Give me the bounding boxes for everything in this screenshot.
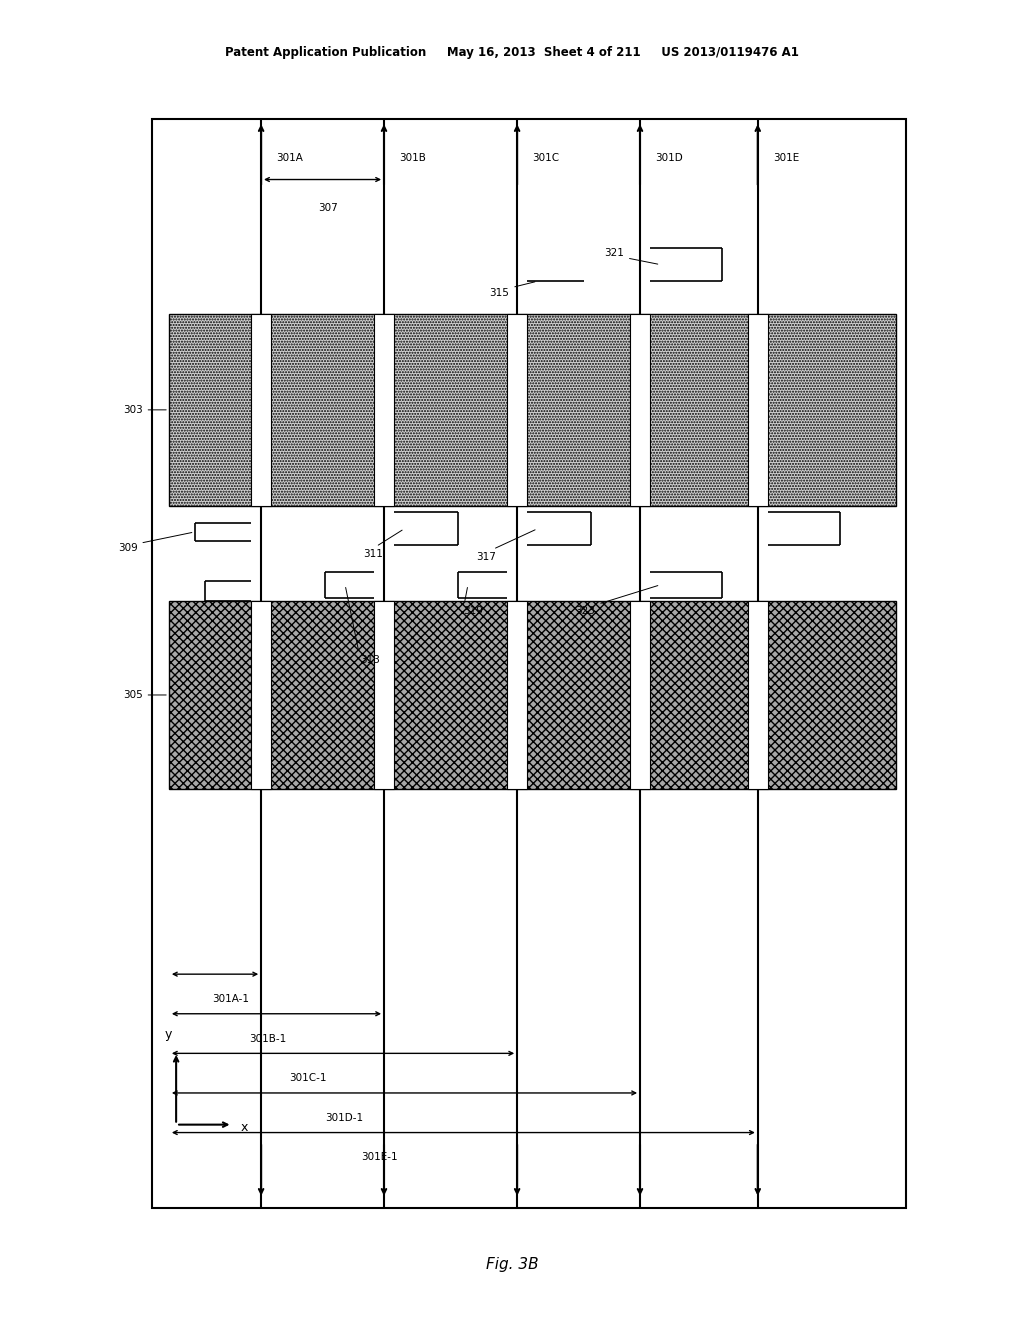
Bar (152, 119, 906, 1208)
Bar (748, 314, 768, 506)
Text: 303: 303 (123, 405, 166, 414)
Bar (630, 314, 650, 506)
Text: x: x (241, 1121, 248, 1134)
Text: 321: 321 (604, 248, 657, 264)
Text: 301B: 301B (399, 153, 426, 164)
Bar (630, 601, 650, 789)
Bar (507, 601, 527, 789)
Bar (374, 314, 394, 506)
Text: 301A: 301A (276, 153, 303, 164)
Text: 319: 319 (463, 587, 482, 616)
Bar (748, 601, 768, 789)
Text: y: y (164, 1028, 172, 1041)
Text: 301D-1: 301D-1 (326, 1113, 364, 1123)
Text: 323: 323 (575, 586, 657, 616)
Text: Fig. 3B: Fig. 3B (485, 1257, 539, 1272)
Bar (374, 601, 394, 789)
Text: 301B-1: 301B-1 (249, 1034, 286, 1044)
Text: 311: 311 (364, 531, 402, 560)
Text: 301E: 301E (773, 153, 800, 164)
Text: 317: 317 (476, 529, 536, 562)
Text: 301A-1: 301A-1 (212, 994, 249, 1005)
Bar (251, 314, 271, 506)
Text: 301C: 301C (532, 153, 559, 164)
Text: 305: 305 (123, 690, 166, 700)
Text: 301D: 301D (655, 153, 683, 164)
Text: Patent Application Publication     May 16, 2013  Sheet 4 of 211     US 2013/0119: Patent Application Publication May 16, 2… (225, 46, 799, 59)
Text: 301E-1: 301E-1 (361, 1152, 397, 1163)
Bar (507, 314, 527, 506)
Text: 315: 315 (489, 282, 535, 298)
Text: 307: 307 (317, 203, 338, 214)
Text: 313: 313 (346, 587, 380, 665)
Bar (251, 601, 271, 789)
Text: 309: 309 (118, 532, 191, 553)
Bar (169, 314, 896, 506)
Bar (169, 601, 896, 789)
Text: 301C-1: 301C-1 (289, 1073, 327, 1084)
